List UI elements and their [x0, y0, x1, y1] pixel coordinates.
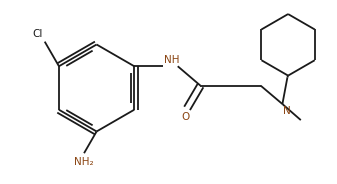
Text: NH₂: NH₂ [74, 157, 94, 167]
Text: NH: NH [164, 55, 179, 65]
Text: N: N [283, 106, 291, 116]
Text: Cl: Cl [33, 29, 43, 39]
Text: O: O [181, 112, 189, 122]
